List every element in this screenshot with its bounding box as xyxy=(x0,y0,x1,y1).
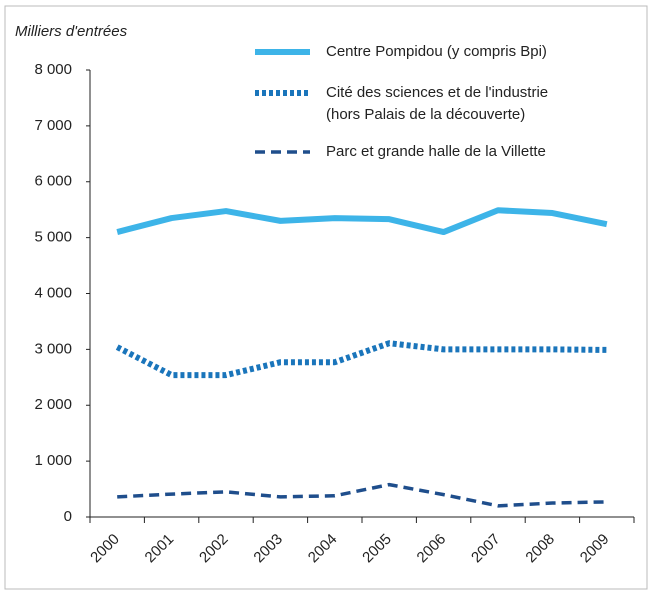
series-line xyxy=(116,207,608,236)
x-tick-label: 2007 xyxy=(468,531,504,567)
y-tick-label: 4 000 xyxy=(34,284,72,301)
x-tick-label: 2001 xyxy=(142,531,178,567)
x-tick-label: 2005 xyxy=(359,531,395,567)
x-tick-label: 2000 xyxy=(87,531,123,567)
series-line xyxy=(117,482,607,508)
frame xyxy=(4,5,648,590)
x-tick-label: 2003 xyxy=(250,531,286,567)
y-tick-label: 1 000 xyxy=(34,452,72,469)
legend-label: Cité des sciences et de l'industrie (hors… xyxy=(326,84,548,123)
y-tick-label: 0 xyxy=(64,508,72,525)
x-tick-label: 2002 xyxy=(196,531,232,567)
legend-label: Centre Pompidou (y compris Bpi) xyxy=(326,43,547,60)
y-tick-label: 5 000 xyxy=(34,229,72,246)
y-tick-label: 8 000 xyxy=(34,61,72,78)
y-tick-label: 2 000 xyxy=(34,396,72,413)
y-tick-label: 6 000 xyxy=(34,173,72,190)
x-tick-label: 2006 xyxy=(414,531,450,567)
legend-label: Parc et grande halle de la Villette xyxy=(326,143,546,160)
y-axis-label: Milliers d'entrées xyxy=(15,23,128,40)
x-tick-label: 2008 xyxy=(522,531,558,567)
y-tick-label: 7 000 xyxy=(34,117,72,134)
x-tick-label: 2004 xyxy=(305,531,341,567)
y-tick-label: 3 000 xyxy=(34,340,72,357)
x-tick-label: 2009 xyxy=(577,531,613,567)
series-line xyxy=(115,340,607,379)
